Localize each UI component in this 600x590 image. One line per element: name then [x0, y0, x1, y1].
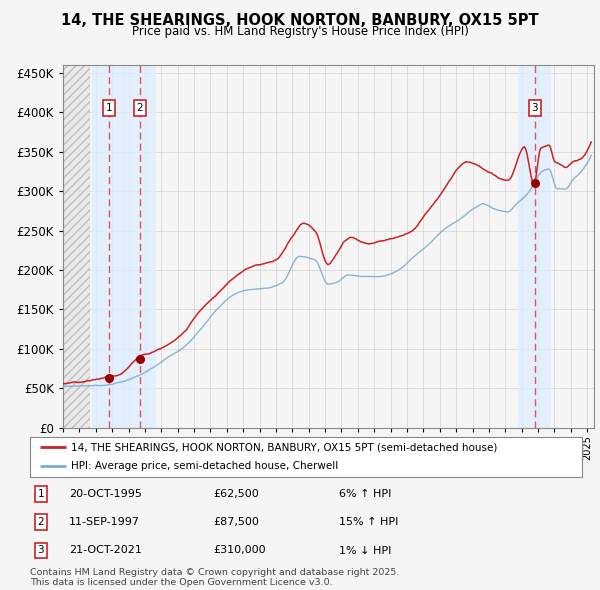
- Text: 2: 2: [137, 103, 143, 113]
- Text: £62,500: £62,500: [213, 489, 259, 499]
- Bar: [518, 65, 551, 428]
- Text: Contains HM Land Registry data © Crown copyright and database right 2025.
This d: Contains HM Land Registry data © Crown c…: [30, 568, 400, 587]
- Text: 3: 3: [37, 546, 44, 555]
- Text: £87,500: £87,500: [213, 517, 259, 527]
- Text: 14, THE SHEARINGS, HOOK NORTON, BANBURY, OX15 5PT: 14, THE SHEARINGS, HOOK NORTON, BANBURY,…: [61, 13, 539, 28]
- Bar: [92, 65, 125, 428]
- Text: 1: 1: [37, 489, 44, 499]
- Text: Price paid vs. HM Land Registry's House Price Index (HPI): Price paid vs. HM Land Registry's House …: [131, 25, 469, 38]
- Text: 3: 3: [532, 103, 538, 113]
- Text: 20-OCT-1995: 20-OCT-1995: [69, 489, 142, 499]
- Bar: [123, 65, 157, 428]
- Text: 14, THE SHEARINGS, HOOK NORTON, BANBURY, OX15 5PT (semi-detached house): 14, THE SHEARINGS, HOOK NORTON, BANBURY,…: [71, 442, 498, 453]
- Text: HPI: Average price, semi-detached house, Cherwell: HPI: Average price, semi-detached house,…: [71, 461, 338, 471]
- Text: 11-SEP-1997: 11-SEP-1997: [69, 517, 140, 527]
- Text: 1: 1: [106, 103, 112, 113]
- Bar: [63, 65, 90, 428]
- Text: 21-OCT-2021: 21-OCT-2021: [69, 546, 142, 555]
- Text: 6% ↑ HPI: 6% ↑ HPI: [339, 489, 391, 499]
- Text: 1% ↓ HPI: 1% ↓ HPI: [339, 546, 391, 555]
- Text: 15% ↑ HPI: 15% ↑ HPI: [339, 517, 398, 527]
- Text: 2: 2: [37, 517, 44, 527]
- Text: £310,000: £310,000: [213, 546, 266, 555]
